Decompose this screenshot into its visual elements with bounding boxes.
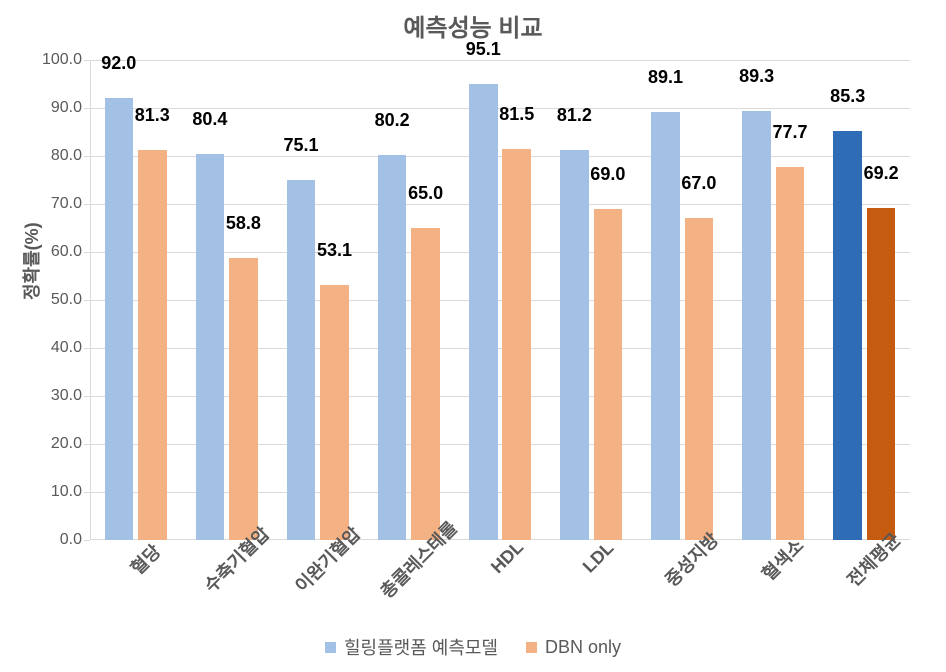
data-label: 81.3 (135, 105, 170, 126)
data-label: 67.0 (681, 173, 716, 194)
y-tick-label: 60.0 (51, 243, 82, 261)
y-tick-label: 70.0 (51, 195, 82, 213)
bar (138, 150, 166, 540)
data-label: 89.1 (648, 67, 683, 88)
y-tick-label: 20.0 (51, 435, 82, 453)
legend: 힐링플랫폼 예측모델 DBN only (0, 634, 946, 660)
data-label: 65.0 (408, 183, 443, 204)
bar (287, 180, 315, 540)
y-tick-mark (84, 540, 90, 541)
bar (776, 167, 804, 540)
data-label: 85.3 (830, 86, 865, 107)
bar (867, 208, 895, 540)
y-tick-label: 10.0 (51, 483, 82, 501)
y-tick-mark (84, 348, 90, 349)
legend-item: 힐링플랫폼 예측모델 (325, 634, 498, 660)
x-tick-label: 혈당 (124, 538, 166, 580)
y-tick-mark (84, 300, 90, 301)
y-tick-label: 80.0 (51, 147, 82, 165)
y-tick-mark (84, 396, 90, 397)
data-label: 69.2 (864, 163, 899, 184)
data-label: 80.2 (375, 110, 410, 131)
data-label: 77.7 (773, 122, 808, 143)
data-label: 92.0 (101, 53, 136, 74)
bar (469, 84, 497, 540)
legend-label: 힐링플랫폼 예측모델 (344, 634, 498, 660)
y-tick-mark (84, 60, 90, 61)
bar (196, 154, 224, 540)
data-label: 95.1 (466, 39, 501, 60)
y-tick-mark (84, 204, 90, 205)
chart-container: 예측성능 비교 정확률(%) 0.010.020.030.040.050.060… (0, 0, 946, 672)
y-tick-mark (84, 492, 90, 493)
bar (651, 112, 679, 540)
y-tick-label: 0.0 (60, 531, 82, 549)
y-axis-title: 정확률(%) (18, 222, 44, 300)
bar (742, 111, 770, 540)
data-label: 81.5 (499, 104, 534, 125)
bar (833, 131, 861, 540)
legend-swatch (526, 642, 537, 653)
legend-label: DBN only (545, 637, 621, 658)
y-tick-label: 50.0 (51, 291, 82, 309)
x-tick-label: 혈색소 (756, 532, 810, 586)
data-label: 53.1 (317, 240, 352, 261)
bar (411, 228, 439, 540)
y-tick-mark (84, 108, 90, 109)
legend-item: DBN only (526, 637, 621, 658)
data-label: 58.8 (226, 213, 261, 234)
y-tick-mark (84, 156, 90, 157)
y-tick-mark (84, 444, 90, 445)
y-tick-mark (84, 252, 90, 253)
bar (229, 258, 257, 540)
bar (560, 150, 588, 540)
grid-line (90, 60, 910, 61)
plot-area: 0.010.020.030.040.050.060.070.080.090.01… (90, 60, 910, 540)
data-label: 69.0 (590, 164, 625, 185)
y-tick-label: 30.0 (51, 387, 82, 405)
bar (502, 149, 530, 540)
y-tick-label: 100.0 (42, 51, 82, 69)
y-tick-label: 90.0 (51, 99, 82, 117)
data-label: 81.2 (557, 105, 592, 126)
bar (378, 155, 406, 540)
x-tick-label: HDL (487, 537, 528, 578)
data-label: 80.4 (192, 109, 227, 130)
legend-swatch (325, 642, 336, 653)
data-label: 89.3 (739, 66, 774, 87)
x-tick-label: LDL (579, 538, 619, 578)
bar (685, 218, 713, 540)
y-tick-label: 40.0 (51, 339, 82, 357)
data-label: 75.1 (284, 135, 319, 156)
bar (320, 285, 348, 540)
bar (105, 98, 133, 540)
bar (594, 209, 622, 540)
